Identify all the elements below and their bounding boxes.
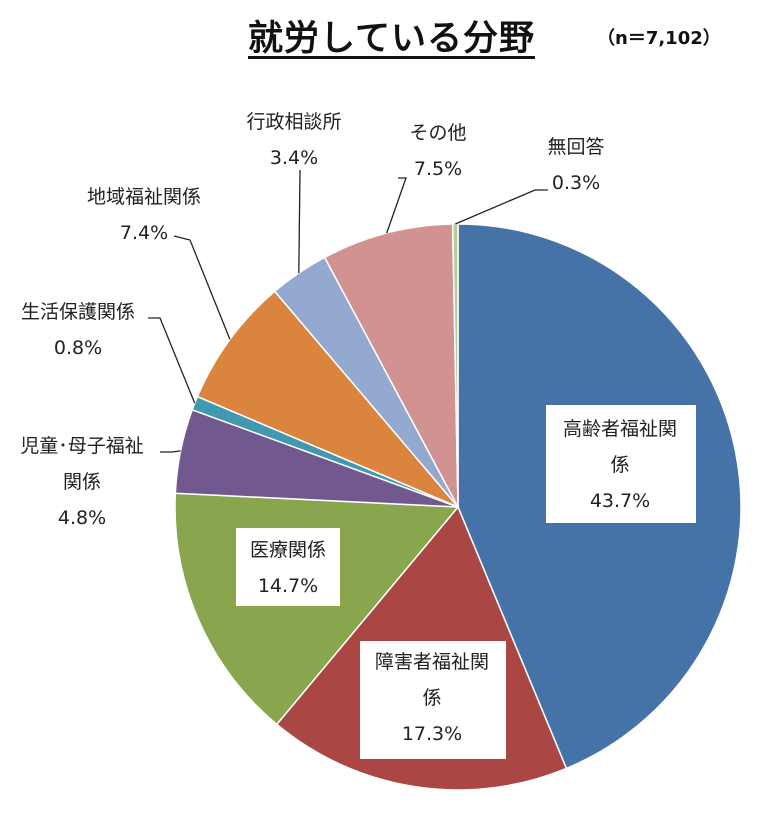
slice-percent: 7.5%	[414, 158, 462, 180]
pie-slice	[196, 290, 459, 508]
label-box	[236, 528, 340, 606]
slice-name: 児童･母子福祉	[20, 435, 144, 457]
slice-name: 医療関係	[250, 539, 326, 561]
slice-name: 無回答	[547, 136, 604, 158]
leader-line	[148, 317, 196, 404]
slice-percent: 0.3%	[552, 172, 600, 194]
slice-name: 関係	[63, 471, 101, 493]
slice-percent: 43.7%	[590, 490, 650, 512]
label-box	[546, 405, 696, 523]
leader-line	[298, 169, 301, 274]
slice-percent: 17.3%	[402, 723, 462, 745]
leader-line	[455, 189, 548, 225]
label-box	[360, 641, 506, 759]
slice-label: 生活保護関係 0.8%	[21, 301, 135, 359]
leader-line	[173, 235, 231, 340]
slice-label: 行政相談所 3.4%	[246, 111, 341, 169]
slice-labels: 高齢者福祉関係43.7%障害者福祉関係17.3%医療関係14.7%児童･母子福祉…	[20, 111, 696, 759]
slice-name: 係	[610, 454, 629, 476]
slice-name: 高齢者福祉関	[563, 418, 677, 440]
slice-percent: 14.7%	[258, 575, 318, 597]
chart-title: 就労している分野	[248, 19, 535, 59]
slice-label: 地域福祉関係 7.4%	[87, 186, 201, 244]
slice-percent: 4.8%	[58, 507, 106, 529]
slice-percent: 7.4%	[120, 222, 168, 244]
slice-percent: 0.8%	[54, 337, 102, 359]
slice-name: 行政相談所	[246, 111, 341, 133]
slice-label: 無回答 0.3%	[547, 136, 604, 194]
sample-size-note: （n＝7,102）	[597, 28, 721, 49]
slice-name: 地域福祉関係	[87, 186, 201, 208]
leader-line	[386, 177, 407, 234]
slice-name: 係	[422, 687, 441, 709]
slice-label: その他 7.5%	[409, 122, 466, 180]
leader-lines	[148, 169, 548, 453]
slice-label: 医療関係 14.7%	[236, 528, 340, 606]
leader-line	[160, 450, 181, 453]
slice-name: その他	[409, 122, 466, 144]
slice-name: 障害者福祉関	[375, 651, 489, 673]
slice-name: 生活保護関係	[21, 301, 135, 323]
slice-percent: 3.4%	[270, 147, 318, 169]
pie-slice	[323, 223, 459, 508]
